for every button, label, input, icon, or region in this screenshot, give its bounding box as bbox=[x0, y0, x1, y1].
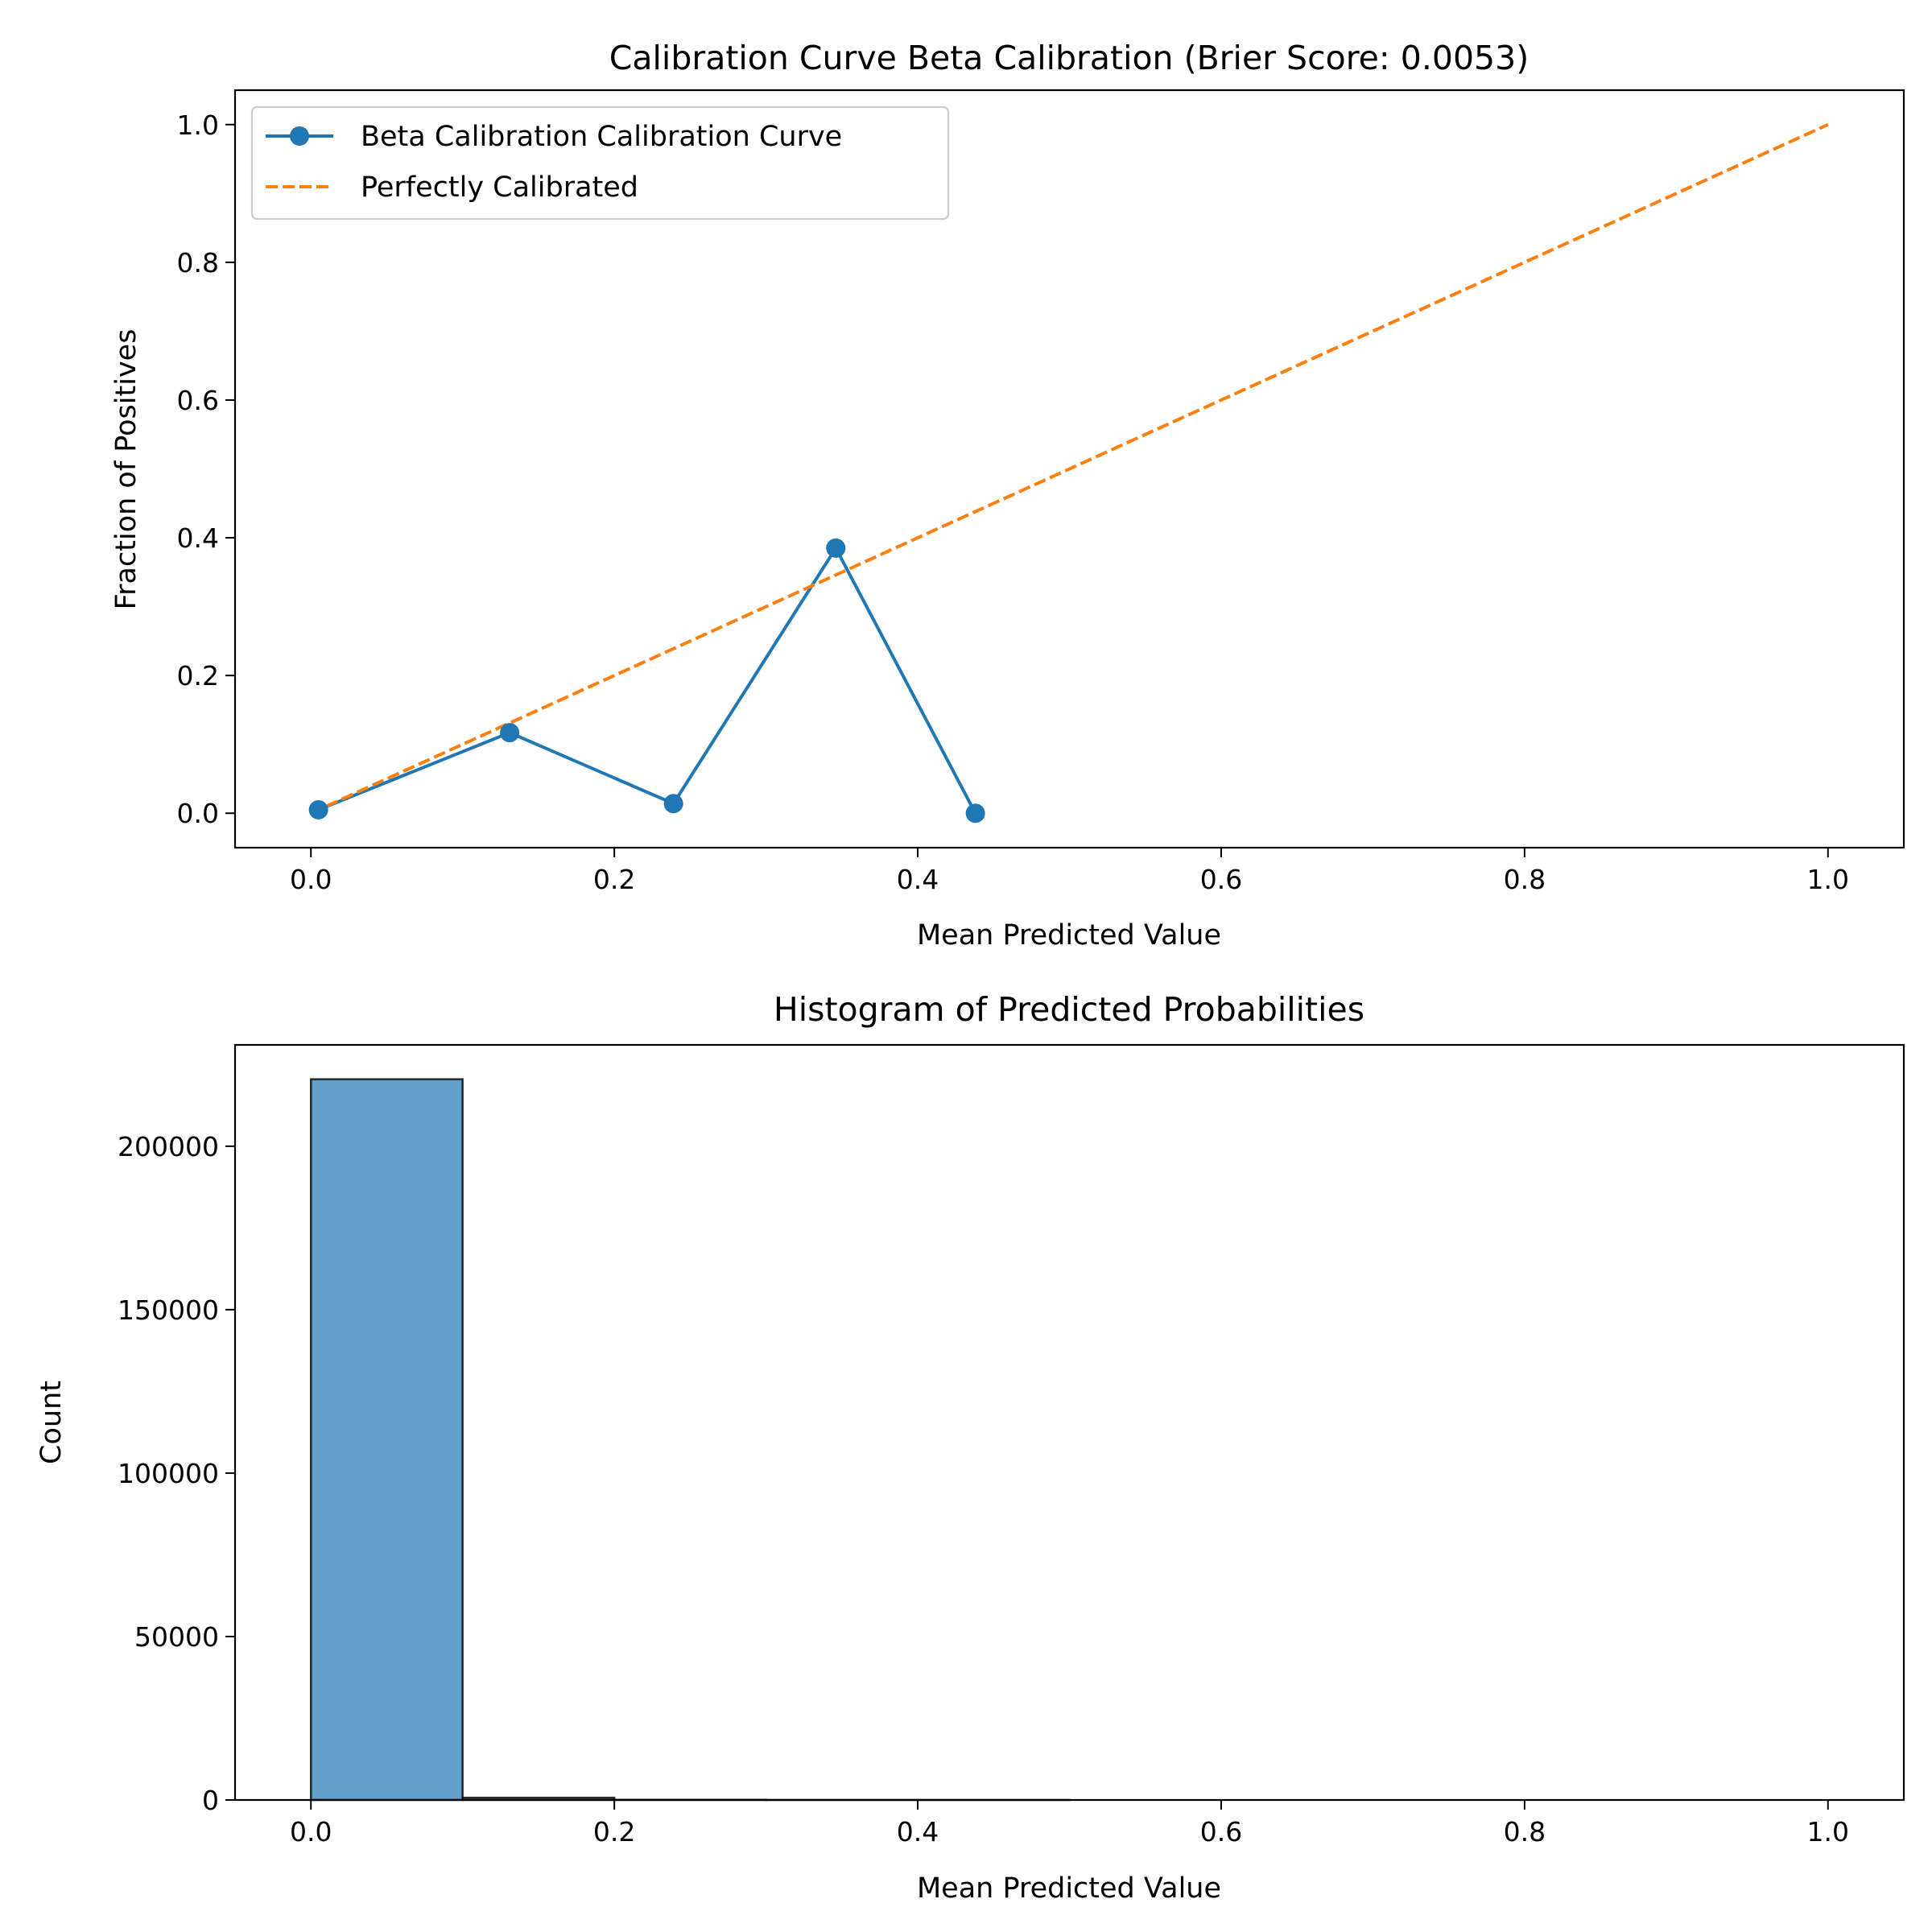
x-tick-label: 1.0 bbox=[1807, 864, 1849, 895]
y-tick-label: 0.2 bbox=[177, 660, 219, 691]
calibration-legend: Beta Calibration Calibration Curve Perfe… bbox=[250, 105, 950, 221]
x-tick-label: 0.0 bbox=[290, 1816, 332, 1847]
histogram-y-axis-label: Count bbox=[35, 1381, 68, 1464]
legend-perfect-label: Perfectly Calibrated bbox=[361, 171, 638, 204]
y-tick-label: 100000 bbox=[118, 1458, 219, 1489]
calibration-title: Calibration Curve Beta Calibration (Brie… bbox=[609, 39, 1529, 77]
y-tick-label: 150000 bbox=[118, 1294, 219, 1326]
x-tick-label: 0.0 bbox=[290, 864, 332, 895]
y-tick-label: 0 bbox=[202, 1785, 219, 1816]
calibration-point bbox=[500, 723, 520, 743]
histogram-bar bbox=[309, 1078, 464, 1802]
legend-entry-curve: Beta Calibration Calibration Curve bbox=[266, 121, 842, 153]
x-tick-label: 0.6 bbox=[1200, 1816, 1242, 1847]
y-tick-label: 50000 bbox=[134, 1621, 219, 1653]
calibration-plot-area bbox=[308, 122, 1829, 824]
x-tick-label: 0.6 bbox=[1200, 864, 1242, 895]
calibration-axes-frame bbox=[233, 89, 1905, 849]
perfectly-calibrated-line bbox=[310, 122, 1829, 815]
histogram-title: Histogram of Predicted Probabilities bbox=[774, 990, 1364, 1029]
histogram-axes-frame bbox=[233, 1043, 1905, 1802]
histogram-plot-area bbox=[309, 1078, 1071, 1802]
histogram-panel: Histogram of Predicted Probabilities 0.0… bbox=[35, 990, 1905, 1905]
histogram-x-axis-label: Mean Predicted Value bbox=[917, 1872, 1221, 1905]
y-tick-label: 0.0 bbox=[177, 798, 219, 829]
calibration-point bbox=[663, 794, 683, 814]
y-tick-label: 0.6 bbox=[177, 385, 219, 416]
x-tick-label: 0.8 bbox=[1504, 1816, 1546, 1847]
legend-frame bbox=[250, 105, 950, 221]
x-tick-label: 0.2 bbox=[593, 864, 635, 895]
x-tick-label: 0.4 bbox=[897, 1816, 939, 1847]
calibration-x-axis-label: Mean Predicted Value bbox=[917, 919, 1221, 952]
x-tick-label: 0.4 bbox=[897, 864, 939, 895]
y-tick-label: 0.8 bbox=[177, 247, 219, 279]
legend-curve-marker bbox=[290, 126, 309, 146]
x-tick-label: 0.2 bbox=[593, 1816, 635, 1847]
histogram-y-ticks: 0 50000 100000 150000 200000 bbox=[118, 1131, 235, 1816]
x-tick-label: 1.0 bbox=[1807, 1816, 1849, 1847]
x-tick-label: 0.8 bbox=[1504, 864, 1546, 895]
legend-curve-label: Beta Calibration Calibration Curve bbox=[361, 121, 842, 153]
calibration-point bbox=[826, 538, 846, 558]
calibration-y-axis-label: Fraction of Positives bbox=[110, 329, 142, 610]
calibration-panel: Calibration Curve Beta Calibration (Brie… bbox=[110, 39, 1905, 952]
y-tick-label: 1.0 bbox=[177, 109, 219, 141]
calibration-point bbox=[308, 799, 328, 819]
calibration-point bbox=[965, 803, 985, 824]
legend-entry-perfect: Perfectly Calibrated bbox=[266, 171, 638, 204]
calibration-curve-line bbox=[317, 544, 977, 815]
calibration-y-ticks: 0.0 0.2 0.4 0.6 0.8 1.0 bbox=[177, 109, 235, 829]
y-tick-label: 0.4 bbox=[177, 522, 219, 554]
y-tick-label: 200000 bbox=[118, 1131, 219, 1162]
histogram-x-ticks: 0.0 0.2 0.4 0.6 0.8 1.0 bbox=[290, 1800, 1849, 1847]
calibration-x-ticks: 0.0 0.2 0.4 0.6 0.8 1.0 bbox=[290, 848, 1849, 895]
